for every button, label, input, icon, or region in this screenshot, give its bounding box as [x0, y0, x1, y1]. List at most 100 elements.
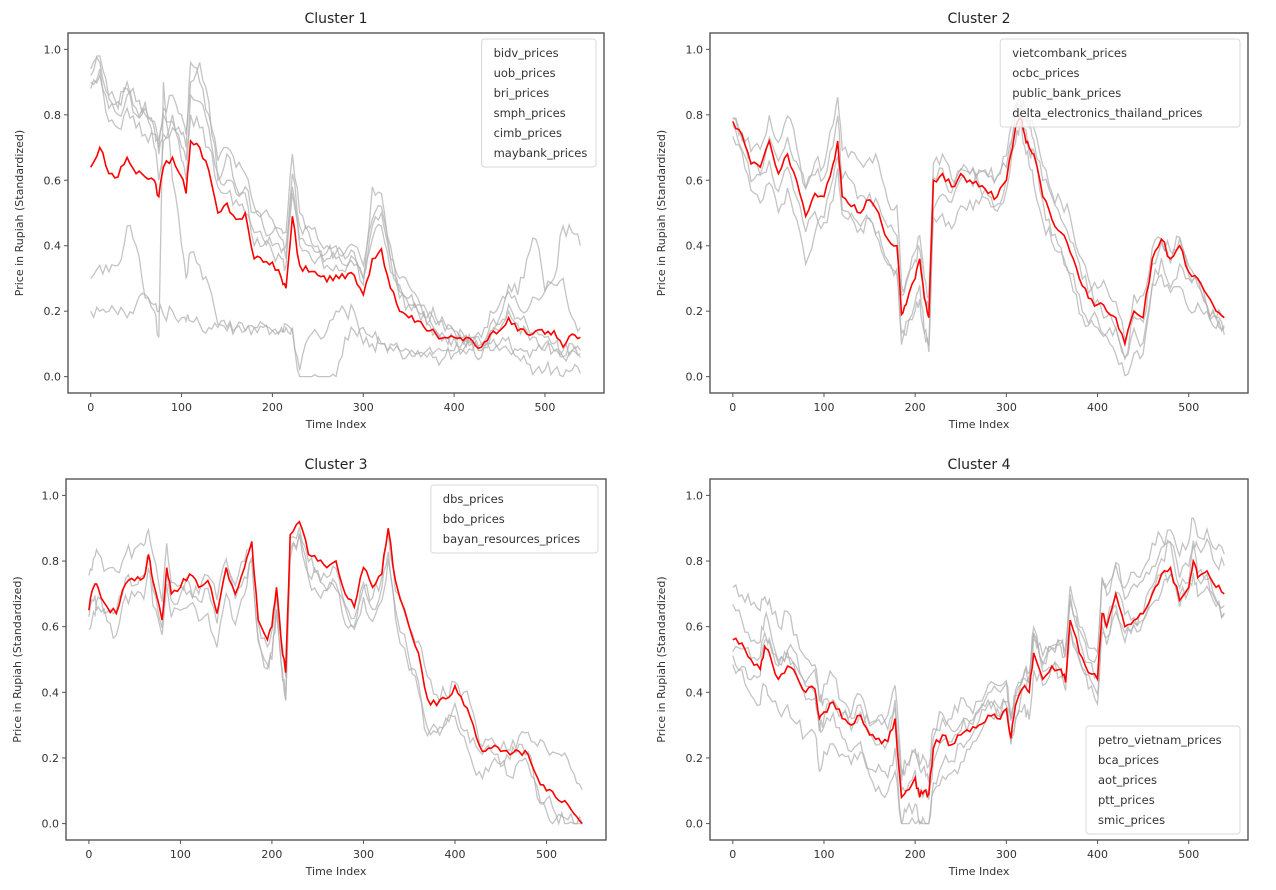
x-tick-label: 100	[813, 848, 834, 861]
plot-area	[88, 520, 583, 826]
series-line-maybank_prices	[90, 56, 581, 378]
legend-entry: cimb_prices	[494, 126, 562, 140]
x-tick-label: 300	[353, 401, 374, 414]
legend-entry: petro_vietnam_prices	[1098, 733, 1222, 747]
y-axis-label: Price in Rupiah (Standardized)	[655, 576, 668, 742]
legend-entry: smph_prices	[494, 106, 566, 120]
y-axis-label: Price in Rupiah (Standardized)	[13, 130, 26, 296]
cluster-mean-line	[88, 520, 583, 825]
y-tick-label: 0.0	[686, 818, 704, 831]
plot-area	[732, 517, 1225, 825]
legend-entry: public_bank_prices	[1012, 86, 1121, 100]
legend-entry: delta_electronics_thailand_prices	[1012, 106, 1202, 120]
y-tick-label: 0.2	[42, 752, 60, 765]
plot-area	[90, 55, 582, 378]
y-tick-label: 0.6	[44, 174, 62, 187]
x-axis-label: Time Index	[948, 418, 1010, 431]
cluster-mean-line	[90, 138, 581, 350]
legend-box	[481, 38, 597, 168]
x-axis-label: Time Index	[948, 865, 1010, 878]
legend-entry: uob_prices	[494, 66, 556, 80]
y-tick-label: 0.6	[42, 621, 60, 634]
chart-cluster-2: Cluster 2 0.0 0.2 0.4 0.6 0.8 1.0 0 100 200 300 400…	[655, 11, 1249, 431]
y-tick-label: 0.4	[686, 686, 704, 699]
axes-frame	[67, 32, 605, 394]
x-tick-label: 400	[444, 401, 465, 414]
y-tick-label: 0.8	[686, 109, 704, 122]
legend-entry: ocbc_prices	[1012, 66, 1079, 80]
y-tick-label: 0.2	[686, 305, 704, 318]
legend: petro_vietnam_prices bca_prices aot_prices…	[1085, 725, 1241, 835]
chart-title: Cluster 4	[947, 457, 1010, 473]
chart-title: Cluster 1	[304, 11, 367, 27]
x-tick-label: 0	[729, 848, 736, 861]
series-line-ptt_prices	[732, 530, 1225, 781]
axes-frame	[65, 478, 607, 841]
x-tick-label: 100	[170, 848, 191, 861]
x-tick-label: 500	[1178, 401, 1199, 414]
y-tick-label: 0.2	[44, 305, 62, 318]
x-tick-label: 200	[262, 401, 283, 414]
legend-entry: bayan_resources_prices	[443, 532, 580, 546]
series-line-smph_prices	[90, 82, 582, 378]
legend-entry: vietcombank_prices	[1012, 46, 1127, 60]
y-tick-label: 0.8	[42, 555, 60, 568]
x-tick-label: 500	[534, 401, 555, 414]
series-line-delta_electronics_thailand_prices	[732, 96, 1225, 343]
legend-entry: ptt_prices	[1098, 793, 1155, 807]
y-axis-label: Price in Rupiah (Standardized)	[11, 576, 24, 742]
series-line-bri_prices	[90, 73, 581, 363]
legend-box	[1085, 725, 1241, 835]
series-line-dbs_prices	[88, 533, 583, 826]
x-tick-label: 300	[996, 848, 1017, 861]
x-tick-label: 400	[444, 848, 465, 861]
axes-frame	[709, 32, 1249, 394]
x-tick-label: 300	[996, 401, 1017, 414]
x-tick-label: 200	[905, 848, 926, 861]
x-tick-label: 500	[1178, 848, 1199, 861]
x-tick-label: 100	[813, 401, 834, 414]
series-line-bayan_resources_prices	[88, 527, 583, 791]
x-tick-label: 300	[353, 848, 374, 861]
x-axis-label: Time Index	[305, 865, 367, 878]
x-tick-label: 100	[171, 401, 192, 414]
x-tick-label: 0	[87, 401, 94, 414]
y-tick-label: 1.0	[42, 489, 60, 502]
legend-entry: smic_prices	[1098, 813, 1165, 827]
y-tick-label: 0.0	[42, 818, 60, 831]
x-axis-label: Time Index	[305, 418, 367, 431]
y-tick-label: 0.8	[686, 555, 704, 568]
cluster-mean-line	[732, 116, 1225, 348]
chart-cluster-3: Cluster 3 0.0 0.2 0.4 0.6 0.8 1.0 0 100 200 300 400…	[11, 457, 607, 878]
chart-title: Cluster 2	[947, 11, 1010, 27]
y-tick-label: 0.4	[686, 240, 704, 253]
y-tick-label: 0.0	[44, 371, 62, 384]
legend-entry: bidv_prices	[494, 46, 559, 60]
y-tick-label: 0.6	[686, 174, 704, 187]
series-line-vietcombank_prices	[732, 121, 1225, 377]
series-line-petro_vietnam_prices	[732, 563, 1225, 825]
x-tick-label: 200	[905, 401, 926, 414]
y-tick-label: 1.0	[686, 43, 704, 56]
y-tick-label: 0.4	[42, 686, 60, 699]
series-line-bidv_prices	[90, 55, 581, 358]
plot-area	[732, 96, 1225, 377]
legend-entry: bca_prices	[1098, 753, 1159, 767]
legend-entry: bdo_prices	[443, 512, 505, 526]
legend: bidv_prices uob_prices bri_prices smph_pric…	[481, 38, 597, 168]
x-tick-label: 400	[1087, 848, 1108, 861]
chart-title: Cluster 3	[304, 457, 367, 473]
legend-box	[999, 38, 1241, 128]
series-line-smic_prices	[732, 517, 1225, 783]
y-tick-label: 0.8	[44, 109, 62, 122]
legend: vietcombank_prices ocbc_prices public_bank…	[999, 38, 1241, 128]
legend-entry: dbs_prices	[443, 492, 504, 506]
y-tick-label: 0.0	[686, 371, 704, 384]
chart-cluster-1: Cluster 1 0.0 0.2 0.4 0.6 0.8 1.0 0 100 200 300 400…	[13, 11, 605, 431]
x-tick-label: 400	[1087, 401, 1108, 414]
legend-box	[430, 484, 599, 554]
cluster-mean-line	[732, 558, 1225, 800]
y-axis-label: Price in Rupiah (Standardized)	[655, 130, 668, 296]
x-tick-label: 500	[536, 848, 557, 861]
